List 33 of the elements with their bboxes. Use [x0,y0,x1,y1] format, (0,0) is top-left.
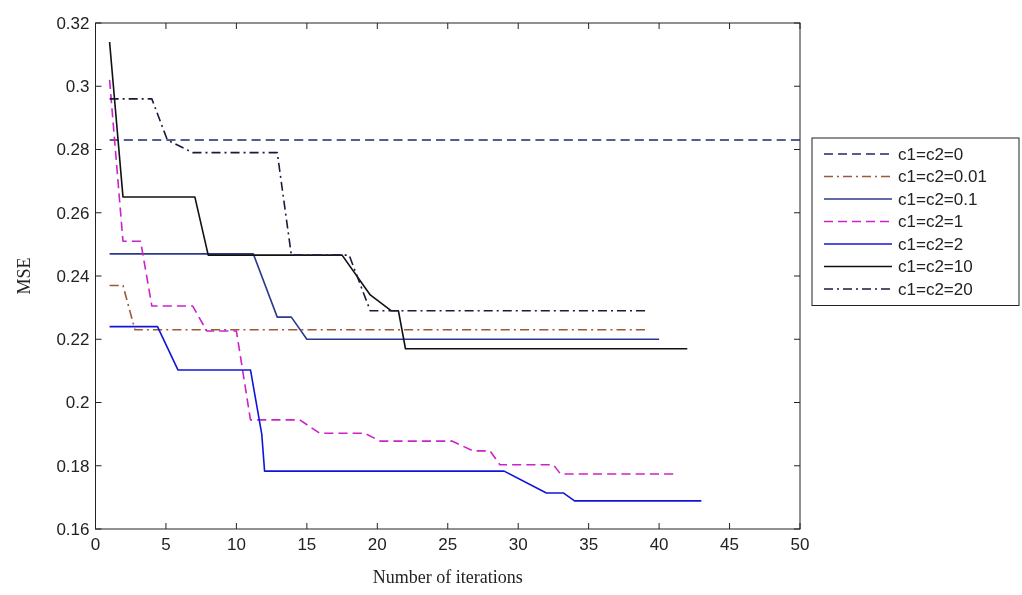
legend-label: c1=c2=0 [898,144,964,164]
x-tick-label: 0 [90,535,101,554]
y-tick-label: 0.32 [56,13,90,33]
legend-label: c1=c2=1 [898,212,964,232]
x-tick-label: 30 [508,535,528,554]
x-tick-label: 50 [790,535,810,554]
y-tick-label: 0.28 [56,140,90,160]
line-series [108,325,703,502]
x-tick-label: 10 [226,535,246,554]
x-tick-label: 35 [579,535,599,554]
y-tick-label: 0.24 [56,266,90,286]
x-tick-label: 20 [367,535,387,554]
legend-label: c1=c2=20 [898,279,973,299]
x-tick-label: 15 [297,535,317,554]
x-axis-title: Number of iterations [372,567,523,587]
y-tick-label: 0.3 [65,77,90,97]
x-tick-label: 25 [438,535,458,554]
line-series [108,79,674,475]
legend-label: c1=c2=2 [898,234,964,254]
legend-label: c1=c2=10 [898,257,973,277]
y-tick-label: 0.22 [56,330,90,350]
y-tick-label: 0.2 [65,393,90,413]
line-series [108,41,689,350]
y-tick-label: 0.26 [56,203,90,223]
line-series [108,98,646,312]
y-tick-label: 0.16 [56,519,90,539]
x-tick-label: 45 [720,535,740,554]
y-axis-title: MSE [14,257,34,295]
legend-label: c1=c2=0.01 [898,167,987,187]
y-tick-label: 0.18 [56,456,90,476]
x-tick-label: 5 [161,535,171,554]
x-tick-label: 40 [649,535,669,554]
legend-label: c1=c2=0.1 [898,189,978,209]
